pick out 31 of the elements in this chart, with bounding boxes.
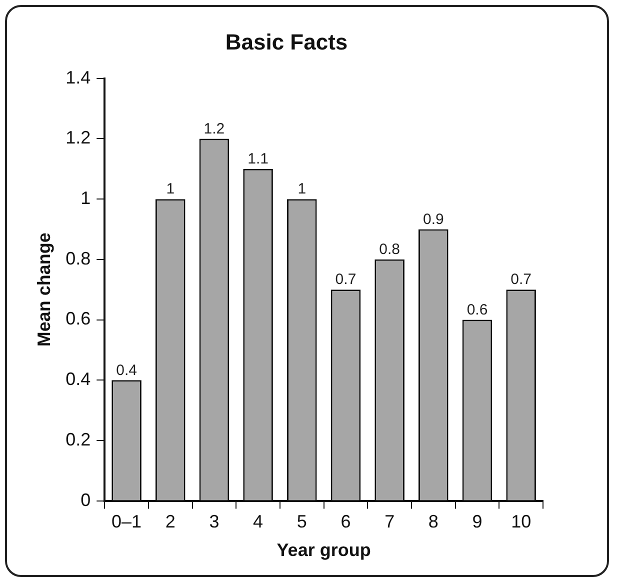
x-tick-label: 3 <box>209 512 220 532</box>
x-tick-label: 4 <box>253 512 264 532</box>
data-label: 0.4 <box>116 362 137 379</box>
data-label: 1 <box>166 180 175 198</box>
y-axis-title: Mean change <box>34 232 54 347</box>
data-label: 0.6 <box>466 301 488 318</box>
data-label: 0.7 <box>335 271 356 288</box>
y-tick-label: 0.6 <box>66 308 91 329</box>
y-tick-label: 1.4 <box>66 67 91 88</box>
x-tick-label: 7 <box>384 512 395 532</box>
y-tick-label: 0.2 <box>66 429 91 450</box>
data-label: 1.2 <box>204 120 225 138</box>
data-label: 0.7 <box>510 271 532 288</box>
x-tick-label: 5 <box>296 512 307 532</box>
data-label: 0.9 <box>422 210 444 228</box>
y-tick-label: 1.2 <box>66 128 91 148</box>
x-tick-label: 8 <box>428 512 438 532</box>
x-tick-label: 10 <box>511 512 532 532</box>
x-tick-label: 0–1 <box>112 512 142 532</box>
x-tick-label: 2 <box>165 512 176 532</box>
chart-title: Basic Facts <box>225 29 348 54</box>
y-tick-label: 0 <box>80 490 91 510</box>
y-tick-label: 0.4 <box>66 369 91 390</box>
x-tick-label: 9 <box>472 512 482 532</box>
x-tick-label: 6 <box>340 512 351 532</box>
data-label: 0.8 <box>379 241 400 258</box>
data-label: 1.1 <box>248 150 268 168</box>
y-tick-label: 0.8 <box>66 248 91 268</box>
x-axis-title: Year group <box>276 540 371 560</box>
y-tick-label: 1 <box>80 188 91 208</box>
data-label: 1 <box>298 180 306 198</box>
